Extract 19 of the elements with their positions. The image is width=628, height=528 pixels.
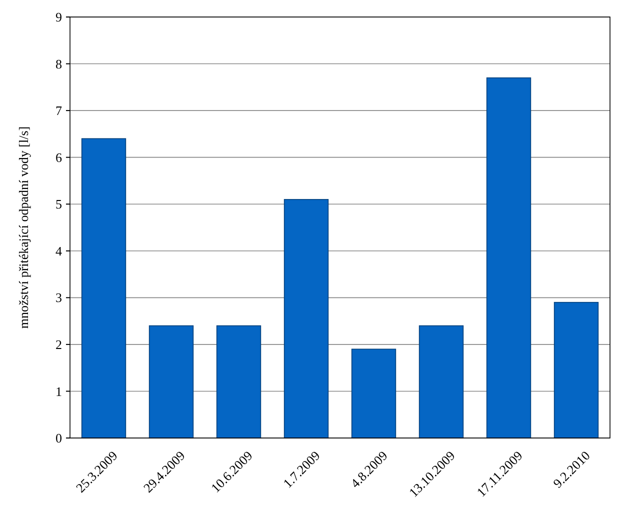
bar	[81, 138, 126, 438]
bar	[486, 77, 532, 438]
y-axis-title: množství přitékající odpadní vody [l/s]	[16, 126, 31, 329]
y-tick-label: 9	[56, 10, 62, 25]
bar	[216, 325, 262, 438]
y-tick-label: 4	[56, 243, 62, 258]
y-tick-label: 2	[56, 336, 62, 352]
y-tick-label: 6	[56, 150, 62, 165]
y-tick-label: 0	[56, 430, 62, 446]
bar	[351, 348, 396, 438]
y-tick-label: 5	[56, 196, 62, 212]
bar	[418, 325, 464, 438]
bar	[148, 325, 194, 438]
bar	[554, 302, 599, 438]
y-tick-label: 8	[56, 56, 62, 72]
y-tick-label: 3	[56, 290, 62, 306]
bar	[284, 199, 329, 438]
y-tick-label: 1	[56, 384, 62, 399]
y-tick-label: 7	[56, 103, 62, 118]
